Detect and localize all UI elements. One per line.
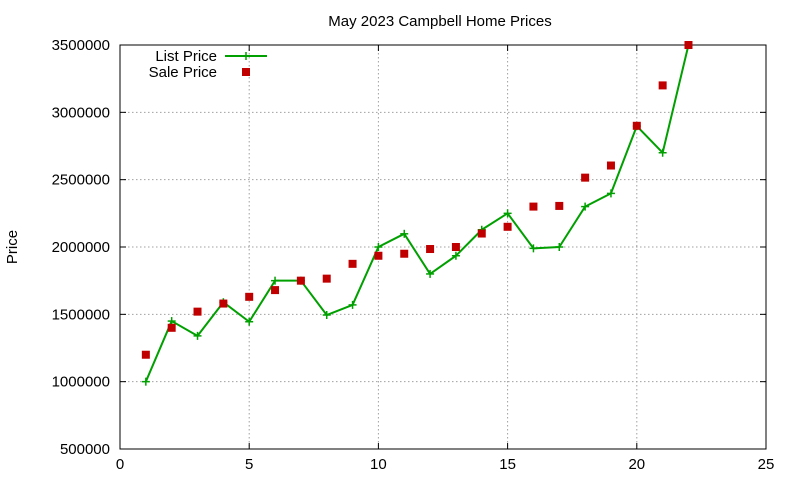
data-point-list-price <box>503 209 512 218</box>
data-point-sale-price <box>348 259 357 268</box>
data-point-list-price <box>606 189 615 198</box>
y-tick-label: 1500000 <box>52 306 110 323</box>
series <box>141 41 693 386</box>
series-list-price <box>141 41 693 386</box>
data-point-list-price <box>529 244 538 253</box>
data-point-list-price <box>555 243 564 251</box>
data-point-sale-price <box>141 350 150 359</box>
x-tick-label: 20 <box>628 456 645 473</box>
x-tick-label: 15 <box>499 456 516 473</box>
y-tick-label: 2000000 <box>52 239 110 256</box>
grid <box>120 45 766 449</box>
axis-ticks: 0 5 10 15 20 25 500000 1000000 1500000 2000000 250… <box>52 37 775 473</box>
chart-title: May 2023 Campbell Home Prices <box>328 13 551 30</box>
legend-swatch-sale-price <box>242 68 250 76</box>
data-point-sale-price <box>271 286 280 295</box>
data-point-sale-price <box>245 292 254 301</box>
data-point-sale-price <box>219 299 228 308</box>
data-point-list-price <box>322 311 331 320</box>
data-point-list-price <box>426 269 435 278</box>
y-tick-label: 500000 <box>60 441 110 458</box>
x-tick-label: 10 <box>370 456 387 473</box>
data-point-list-price <box>167 317 176 326</box>
legend-label-list-price: List Price <box>155 48 217 65</box>
x-tick-label: 5 <box>245 456 253 473</box>
x-tick-label: 25 <box>758 456 775 473</box>
data-point-sale-price <box>529 202 538 211</box>
data-point-sale-price <box>322 274 331 283</box>
data-point-sale-price <box>555 201 564 210</box>
data-point-sale-price <box>477 229 486 238</box>
data-point-list-price <box>451 251 460 260</box>
data-point-sale-price <box>426 245 435 254</box>
data-point-sale-price <box>193 307 202 316</box>
data-point-list-price <box>581 202 590 211</box>
series-line-list-price <box>144 44 690 383</box>
series-sale-price <box>141 41 693 359</box>
y-axis-label: Price <box>4 230 21 264</box>
y-tick-label: 3500000 <box>52 37 110 54</box>
legend-label-sale-price: Sale Price <box>149 64 217 81</box>
data-point-sale-price <box>606 161 615 170</box>
data-point-sale-price <box>451 243 460 251</box>
data-point-sale-price <box>658 81 667 90</box>
data-point-sale-price <box>167 323 176 332</box>
data-point-sale-price <box>632 121 641 130</box>
data-point-list-price <box>374 243 383 251</box>
data-point-sale-price <box>684 41 693 49</box>
data-point-list-price <box>348 300 357 309</box>
data-point-sale-price <box>400 249 409 258</box>
data-point-list-price <box>271 276 280 285</box>
data-point-sale-price <box>374 251 383 260</box>
legend-marker-list-price <box>242 52 250 60</box>
data-point-sale-price <box>296 276 305 285</box>
y-tick-label: 2500000 <box>52 172 110 189</box>
x-tick-label: 0 <box>116 456 124 473</box>
data-point-sale-price <box>503 222 512 231</box>
y-tick-label: 1000000 <box>52 374 110 391</box>
data-point-list-price <box>193 331 202 340</box>
data-point-list-price <box>245 317 254 326</box>
data-point-sale-price <box>581 173 590 182</box>
data-point-list-price <box>400 229 409 238</box>
y-tick-label: 3000000 <box>52 104 110 121</box>
data-point-list-price <box>658 148 667 157</box>
data-point-list-price <box>141 377 150 386</box>
